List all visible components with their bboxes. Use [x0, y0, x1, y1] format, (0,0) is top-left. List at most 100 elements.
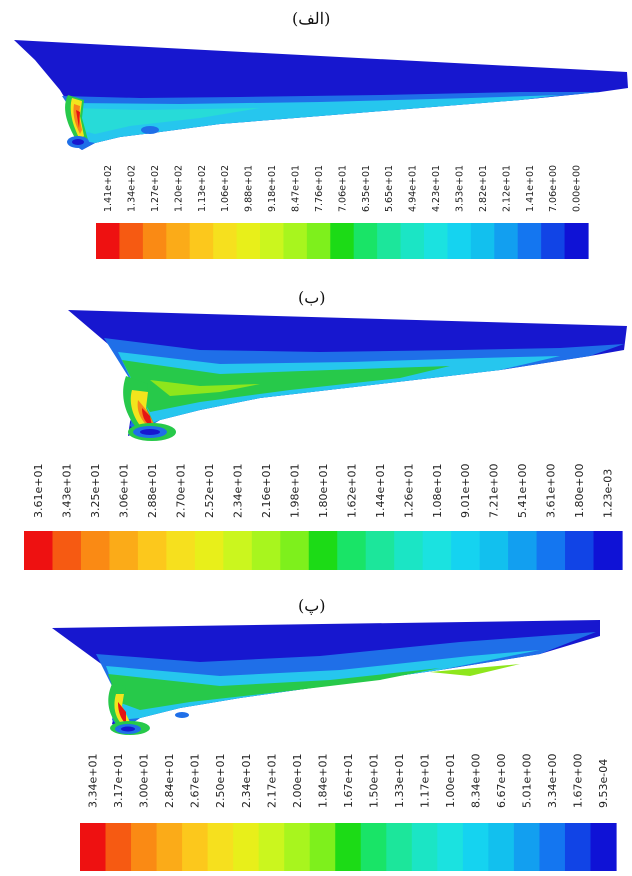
colorbar-swatch — [470, 223, 495, 259]
panel-c: (پ) 3.34e+01 3.17e+01 3.00e+01 2.84e+01 2.67… — [0, 590, 632, 876]
panel-title: (پ) — [298, 596, 326, 615]
colorbar-swatch — [24, 531, 54, 570]
tick-label: 1.80e+00 — [573, 464, 586, 518]
colorbar-swatch — [330, 223, 355, 259]
colorbar-swatch — [437, 823, 464, 871]
colorbar-swatch — [488, 823, 515, 871]
tick-label: 1.44e+01 — [374, 464, 387, 518]
tick-label: 2.50e+01 — [214, 754, 227, 808]
colorbar-swatch — [142, 223, 167, 259]
tick-label: 0.00e+00 — [572, 165, 583, 212]
colorbar-swatch — [119, 223, 144, 259]
colorbar-swatch — [284, 823, 311, 871]
tick-label: 2.84e+01 — [163, 754, 176, 808]
colorbar-swatch — [52, 531, 82, 570]
tick-label: 2.34e+01 — [231, 464, 244, 518]
tick-label: 1.00e+01 — [444, 754, 457, 808]
tick-label: 3.61e+01 — [32, 464, 45, 518]
colorbar-swatch — [258, 823, 285, 871]
colorbar-swatch — [536, 531, 566, 570]
tick-label: 3.17e+01 — [112, 754, 125, 808]
tick-labels: 3.34e+01 3.17e+01 3.00e+01 2.84e+01 2.67e+01… — [87, 754, 610, 808]
colorbar-swatch — [593, 531, 623, 570]
colorbar-swatch — [462, 823, 489, 871]
panel-title: (ب) — [298, 288, 326, 307]
colorbar-swatch — [105, 823, 132, 871]
contour-figure: 3.61e+01 3.43e+01 3.25e+01 3.06e+01 2.88e+01… — [24, 310, 627, 570]
colorbar-swatch — [223, 531, 253, 570]
tick-label: 7.21e+00 — [488, 464, 501, 518]
colorbar-swatch — [156, 823, 183, 871]
tick-label: 2.00e+01 — [291, 754, 304, 808]
tick-label: 2.17e+01 — [265, 754, 278, 808]
tick-label: 3.43e+01 — [61, 464, 74, 518]
contour-plot — [14, 40, 628, 150]
colorbar-swatch — [494, 223, 519, 259]
tick-label: 1.08e+01 — [431, 464, 444, 518]
tick-label: 1.06e+02 — [220, 165, 231, 212]
tick-label: 5.41e+00 — [516, 464, 529, 518]
tick-label: 1.84e+01 — [316, 754, 329, 808]
colorbar — [96, 223, 589, 259]
colorbar-swatch — [539, 823, 566, 871]
colorbar-swatch — [80, 531, 111, 570]
colorbar-swatch — [564, 223, 589, 259]
colorbar-swatch — [479, 531, 509, 570]
contour-plot — [52, 620, 600, 735]
tick-label: 3.53e+01 — [454, 165, 465, 212]
colorbar-swatch — [109, 531, 139, 570]
colorbar-swatch — [565, 531, 595, 570]
colorbar-swatch — [377, 223, 402, 259]
tick-label: 2.52e+01 — [203, 464, 216, 518]
tick-label: 2.12e+01 — [501, 165, 512, 212]
colorbar-swatch — [189, 223, 214, 259]
panel-a: (الف) 1.41e+02 1.34e+02 1.27e+02 1.20e+02 1.… — [0, 0, 632, 270]
colorbar-swatch — [451, 531, 481, 570]
tick-label: 1.23e-03 — [602, 469, 615, 518]
tick-labels: 1.41e+02 1.34e+02 1.27e+02 1.20e+02 1.13e+02… — [103, 165, 583, 212]
tick-label: 1.41e+01 — [525, 165, 536, 212]
tick-label: 2.67e+01 — [189, 754, 202, 808]
tick-label: 6.67e+00 — [495, 754, 508, 808]
colorbar-swatch — [365, 531, 395, 570]
tick-label: 1.33e+01 — [393, 754, 406, 808]
tick-label: 1.41e+02 — [103, 165, 114, 212]
tick-label: 9.01e+00 — [459, 464, 472, 518]
tick-label: 8.47e+01 — [290, 165, 301, 212]
colorbar-swatch — [283, 223, 308, 259]
tick-label: 3.06e+01 — [118, 464, 131, 518]
colorbar-swatch — [590, 823, 617, 871]
tick-label: 1.20e+02 — [173, 165, 184, 212]
colorbar-swatch — [251, 531, 281, 570]
colorbar-swatch — [309, 823, 336, 871]
tick-label: 6.35e+01 — [361, 165, 372, 212]
tick-label: 2.70e+01 — [174, 464, 187, 518]
tick-label: 1.26e+01 — [402, 464, 415, 518]
colorbar-swatch — [400, 223, 425, 259]
tick-label: 1.27e+02 — [150, 165, 161, 212]
contour-figure: 1.41e+02 1.34e+02 1.27e+02 1.20e+02 1.13e+02… — [14, 40, 628, 259]
tick-labels: 3.61e+01 3.43e+01 3.25e+01 3.06e+01 2.88e+01… — [32, 464, 615, 518]
colorbar-swatch — [422, 531, 452, 570]
colorbar-swatch — [306, 223, 331, 259]
colorbar-swatch — [213, 223, 238, 259]
colorbar-swatch — [424, 223, 449, 259]
tick-label: 2.34e+01 — [240, 754, 253, 808]
colorbar-swatch — [194, 531, 224, 570]
colorbar-swatch — [394, 531, 424, 570]
colorbar-swatch — [508, 531, 538, 570]
tick-label: 4.23e+01 — [431, 165, 442, 212]
colorbar — [24, 531, 623, 570]
tick-label: 7.76e+01 — [314, 165, 325, 212]
tick-label: 4.94e+01 — [408, 165, 419, 212]
colorbar-swatch — [308, 531, 338, 570]
tick-label: 1.50e+01 — [367, 754, 380, 808]
tick-label: 2.88e+01 — [146, 464, 159, 518]
colorbar-swatch — [411, 823, 438, 871]
tick-label: 1.62e+01 — [345, 464, 358, 518]
colorbar-swatch — [182, 823, 209, 871]
tick-label: 1.80e+01 — [317, 464, 330, 518]
tick-label: 3.61e+00 — [545, 464, 558, 518]
colorbar-swatch — [280, 531, 310, 570]
colorbar-swatch — [166, 531, 196, 570]
